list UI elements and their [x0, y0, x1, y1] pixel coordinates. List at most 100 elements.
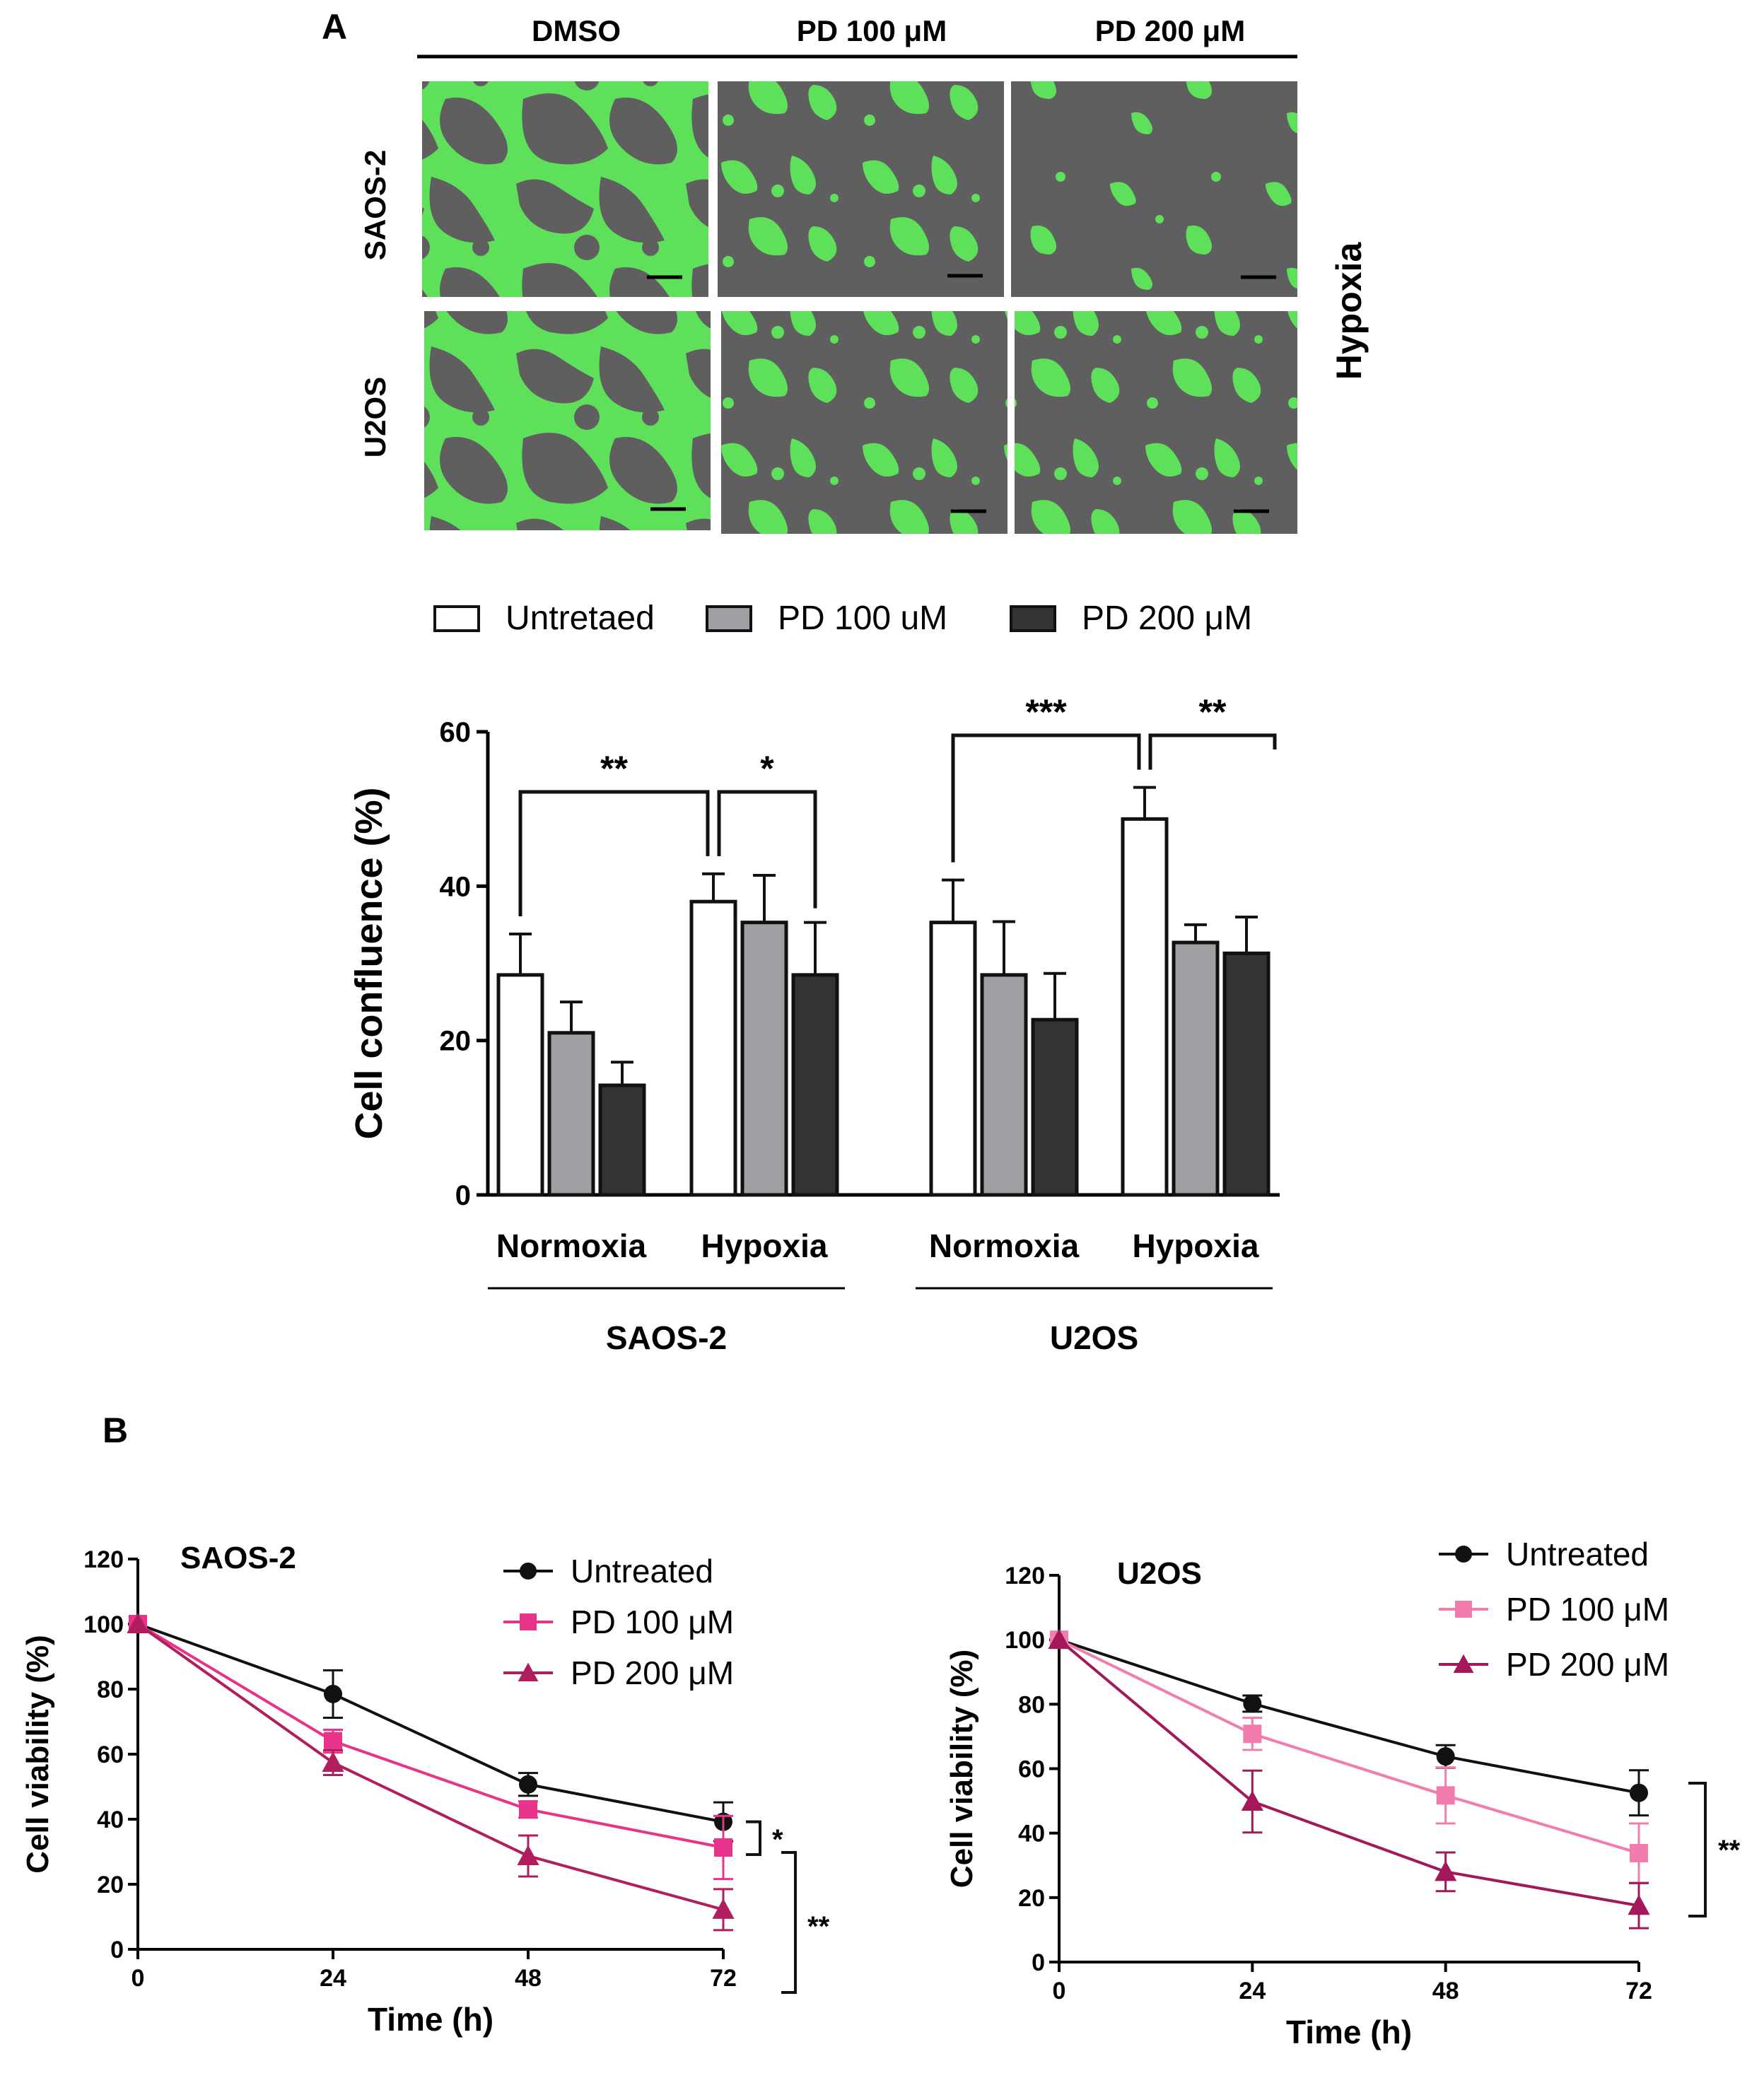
legend-label: PD 100 μM [1506, 1591, 1669, 1628]
data-point [518, 1662, 539, 1681]
data-point [1436, 1747, 1455, 1766]
bar [1121, 817, 1169, 1197]
data-point [712, 1898, 735, 1919]
data-point [1453, 1654, 1474, 1673]
significance-label: *** [1025, 692, 1067, 732]
y-tick-label: 100 [1005, 1627, 1045, 1654]
y-tick-label: 0 [455, 1180, 471, 1211]
chart-title: U2OS [1117, 1556, 1202, 1591]
y-axis-title: Cell viability (%) [21, 1635, 55, 1873]
significance-label: ** [600, 749, 628, 788]
x-axis-title: Time (h) [368, 2001, 493, 2038]
column-label-pd100: PD 100 μM [797, 14, 947, 47]
group-label: Normoxia [929, 1227, 1080, 1264]
y-tick-label: 0 [110, 1937, 124, 1963]
data-point [1435, 1860, 1457, 1881]
bar [740, 921, 788, 1197]
y-tick-label: 80 [97, 1676, 124, 1703]
data-point [1243, 1694, 1262, 1713]
legend-label: Untreated [571, 1553, 713, 1589]
significance-bracket [1688, 1782, 1707, 1918]
group-label: Normoxia [496, 1227, 647, 1264]
y-tick-label: 120 [83, 1546, 124, 1573]
data-point [1628, 1894, 1650, 1915]
legend-label: Untreated [1506, 1536, 1649, 1572]
y-tick-label: 20 [440, 1026, 472, 1057]
bar [547, 1031, 595, 1197]
chart-title: SAOS-2 [180, 1541, 296, 1575]
legend-label: PD 200 μM [1082, 600, 1252, 637]
micrograph-u2os-pd200 [1015, 311, 1297, 534]
condition-label-hypoxia: Hypoxia [1329, 242, 1369, 380]
x-tick-label: 48 [1432, 1978, 1459, 2004]
data-point [1630, 1843, 1648, 1862]
significance-label: ** [1718, 1835, 1741, 1866]
line-chart-u2os-viability: 0 20 40 60 80 100 120 0 24 48 72 Time (h) Cell viabi… [945, 1536, 1741, 2050]
bar [980, 973, 1028, 1197]
data-point [1455, 1601, 1472, 1618]
data-point [1241, 1790, 1263, 1811]
bar-chart-confluence: 0 20 40 60 Cell confluence (%) Normoxia Hypoxi… [348, 692, 1280, 1356]
data-point [1630, 1783, 1648, 1802]
significance-label: * [772, 1824, 783, 1855]
y-tick-label: 100 [83, 1611, 124, 1638]
significance-label: ** [1199, 692, 1227, 732]
y-tick-label: 80 [1018, 1691, 1045, 1718]
row-label-saos2: SAOS-2 [358, 150, 392, 260]
y-tick-label: 20 [97, 1872, 124, 1898]
y-tick-label: 20 [1018, 1885, 1045, 1912]
significance-bracket [781, 1851, 797, 1994]
data-point [520, 1613, 537, 1630]
panel-b-label: B [103, 1411, 128, 1450]
data-point [714, 1838, 732, 1857]
significance-bracket [518, 790, 710, 917]
data-point [324, 1684, 342, 1703]
significance-label: * [760, 749, 774, 788]
legend-label: PD 100 uM [778, 600, 947, 637]
series-line [1058, 1638, 1640, 1908]
y-tick-label: 40 [1018, 1821, 1045, 1848]
micrograph-u2os-dmso [424, 311, 711, 530]
data-point [1048, 1628, 1070, 1650]
legend-label: Untretaed [506, 600, 655, 637]
series-line [1058, 1638, 1640, 1794]
x-tick-label: 48 [515, 1965, 542, 1992]
y-tick-label: 40 [440, 871, 472, 902]
bar [791, 973, 839, 1197]
data-point [517, 1845, 539, 1865]
y-tick-label: 60 [97, 1741, 124, 1768]
legend-label: PD 200 μM [571, 1654, 734, 1691]
legend-label: PD 100 μM [571, 1604, 734, 1640]
column-label-pd200: PD 200 μM [1095, 14, 1245, 47]
supergroup-label: U2OS [1050, 1319, 1138, 1356]
micrograph-saos2-pd200 [1011, 81, 1297, 297]
y-axis-title: Cell confluence (%) [348, 787, 390, 1139]
panel-a-label: A [322, 7, 347, 47]
data-point [519, 1775, 537, 1794]
bar [1172, 940, 1220, 1197]
significance-bracket [1148, 733, 1277, 770]
series-line [136, 1623, 724, 1911]
x-tick-label: 0 [1053, 1978, 1066, 2004]
series-line [136, 1623, 724, 1849]
legend-swatch [433, 605, 480, 632]
x-tick-label: 0 [132, 1965, 145, 1992]
significance-label: ** [807, 1911, 830, 1942]
supergroup-label: SAOS-2 [606, 1319, 727, 1356]
significance-bracket [951, 733, 1141, 863]
bar [1031, 1017, 1079, 1197]
bar [929, 921, 977, 1197]
data-point [520, 1563, 537, 1580]
bar [689, 899, 737, 1197]
x-tick-label: 72 [1625, 1978, 1652, 2004]
data-point [127, 1613, 149, 1633]
x-tick-label: 24 [1239, 1978, 1266, 2004]
x-axis-title: Time (h) [1286, 2014, 1412, 2050]
series-line [1058, 1638, 1640, 1855]
group-label: Hypoxia [701, 1227, 828, 1264]
y-tick-label: 0 [1032, 1949, 1045, 1976]
legend-label: PD 200 μM [1506, 1646, 1669, 1683]
y-tick-label: 40 [97, 1806, 124, 1833]
micrograph-u2os-pd100 [721, 311, 1007, 534]
